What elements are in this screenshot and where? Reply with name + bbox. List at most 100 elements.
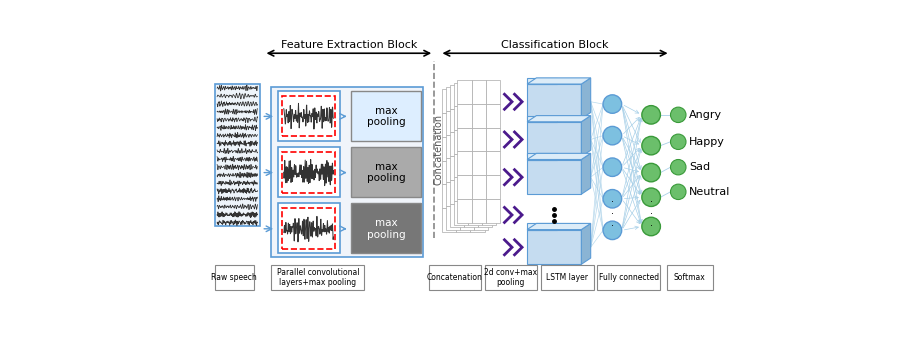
FancyBboxPatch shape — [597, 265, 661, 290]
FancyBboxPatch shape — [457, 80, 472, 104]
FancyBboxPatch shape — [450, 132, 464, 156]
FancyBboxPatch shape — [450, 156, 464, 180]
FancyBboxPatch shape — [456, 208, 471, 232]
FancyBboxPatch shape — [457, 128, 472, 151]
Text: Classification Block: Classification Block — [501, 40, 608, 50]
FancyBboxPatch shape — [482, 106, 496, 130]
FancyBboxPatch shape — [460, 182, 474, 206]
Text: Raw speech: Raw speech — [212, 273, 257, 282]
FancyBboxPatch shape — [468, 201, 482, 225]
FancyBboxPatch shape — [486, 199, 500, 223]
FancyBboxPatch shape — [272, 265, 365, 290]
FancyBboxPatch shape — [277, 147, 339, 197]
FancyBboxPatch shape — [474, 158, 489, 182]
FancyBboxPatch shape — [446, 87, 460, 111]
FancyBboxPatch shape — [450, 85, 464, 108]
FancyBboxPatch shape — [351, 91, 421, 141]
Circle shape — [670, 134, 686, 149]
FancyBboxPatch shape — [450, 204, 464, 227]
FancyBboxPatch shape — [486, 151, 500, 175]
Polygon shape — [527, 153, 590, 160]
FancyBboxPatch shape — [454, 154, 468, 177]
FancyBboxPatch shape — [474, 206, 489, 229]
Circle shape — [670, 160, 686, 175]
FancyBboxPatch shape — [215, 84, 260, 226]
FancyBboxPatch shape — [454, 130, 468, 154]
FancyBboxPatch shape — [474, 87, 489, 111]
FancyBboxPatch shape — [468, 154, 482, 177]
FancyBboxPatch shape — [272, 87, 423, 257]
Circle shape — [642, 217, 661, 236]
FancyBboxPatch shape — [486, 175, 500, 199]
Polygon shape — [527, 160, 581, 194]
FancyBboxPatch shape — [457, 151, 472, 175]
Polygon shape — [527, 223, 557, 229]
FancyBboxPatch shape — [484, 265, 537, 290]
FancyBboxPatch shape — [456, 89, 471, 113]
FancyBboxPatch shape — [442, 89, 456, 113]
FancyBboxPatch shape — [468, 83, 482, 106]
Text: max
pooling: max pooling — [367, 218, 405, 240]
FancyBboxPatch shape — [478, 132, 492, 156]
FancyBboxPatch shape — [457, 104, 472, 128]
FancyBboxPatch shape — [472, 80, 486, 104]
FancyBboxPatch shape — [456, 184, 471, 208]
Polygon shape — [527, 116, 557, 122]
FancyBboxPatch shape — [541, 265, 594, 290]
FancyBboxPatch shape — [478, 156, 492, 180]
FancyBboxPatch shape — [464, 85, 478, 108]
Text: Angry: Angry — [689, 110, 722, 120]
Text: LSTM layer: LSTM layer — [546, 273, 589, 282]
FancyBboxPatch shape — [442, 208, 456, 232]
Text: Sad: Sad — [689, 162, 710, 172]
Polygon shape — [527, 229, 581, 264]
FancyBboxPatch shape — [277, 203, 339, 253]
FancyBboxPatch shape — [464, 180, 478, 204]
FancyBboxPatch shape — [460, 111, 474, 135]
Circle shape — [642, 106, 661, 124]
FancyBboxPatch shape — [472, 104, 486, 128]
FancyBboxPatch shape — [474, 182, 489, 206]
FancyBboxPatch shape — [456, 137, 471, 161]
FancyBboxPatch shape — [454, 106, 468, 130]
FancyBboxPatch shape — [472, 128, 486, 151]
FancyBboxPatch shape — [442, 184, 456, 208]
FancyBboxPatch shape — [478, 108, 492, 132]
Circle shape — [642, 163, 661, 182]
Text: 2d conv+max
pooling: 2d conv+max pooling — [484, 268, 537, 287]
Circle shape — [603, 221, 622, 240]
FancyBboxPatch shape — [460, 135, 474, 158]
FancyBboxPatch shape — [667, 265, 713, 290]
Circle shape — [603, 190, 622, 208]
Circle shape — [642, 136, 661, 155]
FancyBboxPatch shape — [472, 151, 486, 175]
Circle shape — [670, 184, 686, 199]
Text: max
pooling: max pooling — [367, 162, 405, 183]
FancyBboxPatch shape — [478, 180, 492, 204]
Polygon shape — [527, 78, 557, 84]
FancyBboxPatch shape — [456, 161, 471, 184]
FancyBboxPatch shape — [454, 83, 468, 106]
FancyBboxPatch shape — [446, 182, 460, 206]
FancyBboxPatch shape — [446, 111, 460, 135]
FancyBboxPatch shape — [486, 104, 500, 128]
FancyBboxPatch shape — [472, 175, 486, 199]
FancyBboxPatch shape — [478, 85, 492, 108]
Polygon shape — [527, 116, 590, 122]
FancyBboxPatch shape — [478, 204, 492, 227]
FancyBboxPatch shape — [471, 208, 484, 232]
FancyBboxPatch shape — [446, 158, 460, 182]
FancyBboxPatch shape — [471, 161, 484, 184]
FancyBboxPatch shape — [482, 83, 496, 106]
FancyBboxPatch shape — [464, 132, 478, 156]
FancyBboxPatch shape — [460, 87, 474, 111]
FancyBboxPatch shape — [460, 158, 474, 182]
FancyBboxPatch shape — [482, 201, 496, 225]
Circle shape — [603, 127, 622, 145]
Text: Fully connected: Fully connected — [598, 273, 659, 282]
FancyBboxPatch shape — [454, 177, 468, 201]
FancyBboxPatch shape — [468, 106, 482, 130]
FancyBboxPatch shape — [351, 203, 421, 253]
FancyBboxPatch shape — [471, 89, 484, 113]
FancyBboxPatch shape — [472, 199, 486, 223]
